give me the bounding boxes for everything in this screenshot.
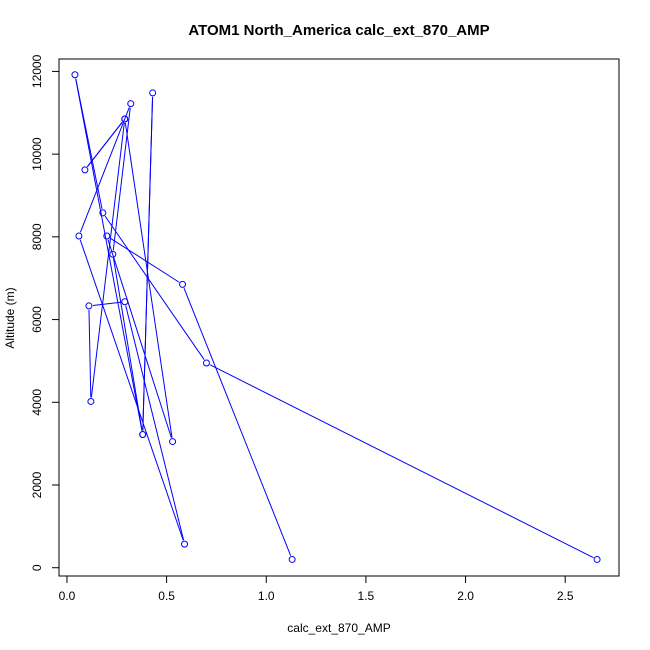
series-segment	[90, 122, 125, 398]
series-segment	[88, 309, 92, 398]
y-axis: 0 2000 4000 6000 8000 10000 12000	[30, 54, 60, 571]
y-tick-label: 12000	[30, 54, 44, 88]
data-point	[127, 100, 135, 108]
data-point	[593, 555, 601, 563]
series-segment	[112, 107, 131, 251]
series-segment	[107, 239, 172, 438]
y-tick-label: 8000	[30, 223, 44, 250]
data-point	[139, 431, 147, 439]
x-tick-label: 2.5	[557, 589, 574, 603]
series-segment	[104, 215, 205, 360]
series-segment	[112, 258, 143, 431]
x-axis-label: calc_ext_870_AMP	[287, 621, 390, 635]
data-point	[288, 555, 296, 563]
plot-frame	[58, 58, 620, 577]
x-tick-label: 1.5	[358, 589, 375, 603]
data-point	[87, 397, 95, 405]
y-tick-label: 4000	[30, 389, 44, 416]
data-point	[181, 540, 189, 548]
data-point	[179, 280, 187, 288]
x-tick-label: 0.5	[158, 589, 175, 603]
series-segment	[142, 96, 154, 431]
y-axis-label: Altitude (m)	[3, 287, 17, 348]
x-tick-label: 0.0	[59, 589, 76, 603]
data-point	[99, 209, 107, 217]
series-segment	[79, 107, 130, 233]
data-point	[109, 250, 117, 258]
data-point	[169, 438, 177, 446]
x-axis: 0.0 0.5 1.0 1.5 2.0 2.5	[59, 575, 574, 603]
y-tick-label: 10000	[30, 137, 44, 171]
y-tick-label: 0	[30, 564, 44, 571]
x-tick-label: 2.0	[457, 589, 474, 603]
y-tick-label: 2000	[30, 471, 44, 498]
data-point	[121, 298, 129, 306]
series-group	[71, 71, 601, 563]
data-point	[85, 302, 93, 310]
y-tick-label: 6000	[30, 306, 44, 333]
series-segment	[125, 305, 185, 541]
x-tick-label: 1.0	[258, 589, 275, 603]
series-segment	[183, 287, 292, 556]
data-point	[81, 166, 89, 174]
data-point	[71, 71, 79, 79]
series-segment	[124, 122, 173, 438]
data-point	[75, 232, 83, 240]
data-point	[149, 89, 157, 97]
series-segment	[109, 237, 180, 283]
series-segment	[86, 121, 123, 168]
series-segment	[92, 301, 121, 306]
chart-title: ATOM1 North_America calc_ext_870_AMP	[188, 22, 489, 39]
data-point	[103, 232, 111, 240]
data-point	[121, 115, 129, 123]
data-point	[202, 359, 210, 367]
series-segment	[209, 364, 594, 559]
series-segment	[79, 239, 184, 541]
